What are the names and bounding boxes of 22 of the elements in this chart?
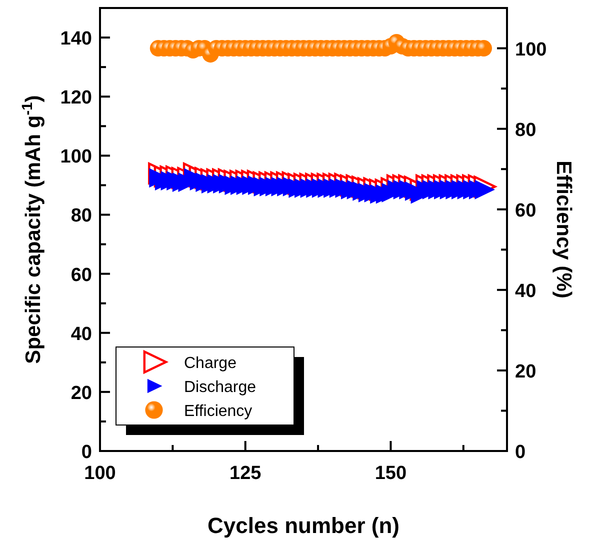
y2-tick-label: 20 (515, 361, 536, 382)
y2-tick-label: 0 (515, 442, 526, 463)
y2-axis-title: Efficiency (%) (552, 160, 575, 298)
y-tick-label: 120 (60, 88, 92, 109)
y-tick-label: 80 (70, 206, 92, 227)
x-tick-label: 100 (84, 463, 116, 484)
y-tick-label: 60 (70, 264, 92, 286)
x-tick-label: 150 (374, 463, 407, 484)
y-tick-label: 140 (60, 28, 92, 50)
y-tick-label: 40 (70, 324, 92, 345)
y2-tick-label: 60 (515, 200, 536, 222)
legend-label: Efficiency (184, 403, 252, 420)
legend-label: Charge (184, 355, 237, 372)
x-axis-title: Cycles number (n) (208, 513, 400, 538)
y2-tick-label: 100 (515, 39, 547, 60)
y2-tick-label: 40 (515, 280, 536, 302)
y-tick-label: 100 (60, 146, 92, 168)
y-tick-label: 0 (81, 442, 92, 463)
y2-tick-label: 80 (515, 120, 536, 141)
y-tick-label: 20 (70, 382, 92, 404)
x-tick-label: 125 (230, 463, 262, 484)
legend-label: Discharge (184, 379, 256, 396)
